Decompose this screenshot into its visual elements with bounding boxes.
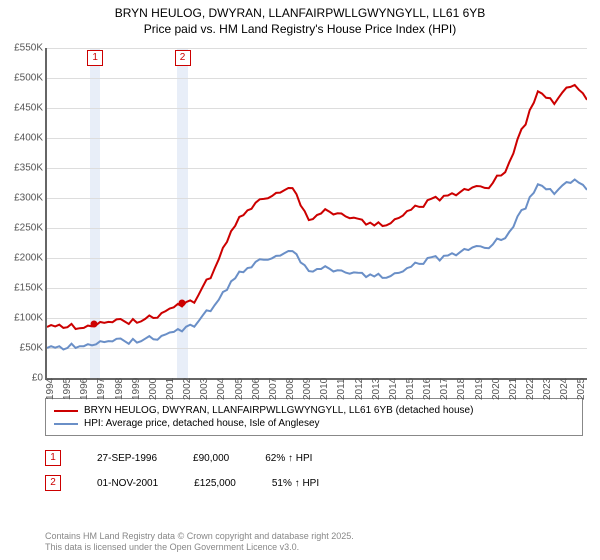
legend-row: HPI: Average price, detached house, Isle… bbox=[54, 418, 574, 429]
transaction-marker: 1 bbox=[45, 450, 61, 466]
x-axis-label: 2019 bbox=[474, 378, 485, 400]
x-axis-label: 2011 bbox=[336, 378, 347, 400]
x-axis-label: 2000 bbox=[148, 378, 159, 400]
legend-row: BRYN HEULOG, DWYRAN, LLANFAIRPWLLGWYNGYL… bbox=[54, 405, 574, 416]
title-line2: Price paid vs. HM Land Registry's House … bbox=[144, 22, 456, 36]
x-axis-label: 2021 bbox=[508, 378, 519, 400]
y-axis-label: £150K bbox=[14, 283, 43, 294]
legend-label: HPI: Average price, detached house, Isle… bbox=[84, 418, 320, 429]
x-axis-label: 1996 bbox=[79, 378, 90, 400]
chart-area: 12 bbox=[45, 48, 587, 380]
x-axis-label: 2013 bbox=[371, 378, 382, 400]
x-axis-label: 2009 bbox=[302, 378, 313, 400]
transaction-delta: 62% ↑ HPI bbox=[265, 453, 312, 464]
legend-swatch bbox=[54, 410, 78, 412]
transaction-row: 2 01-NOV-2001 £125,000 51% ↑ HPI bbox=[45, 475, 319, 491]
x-axis-label: 2018 bbox=[456, 378, 467, 400]
x-axis-label: 2001 bbox=[165, 378, 176, 400]
x-axis-label: 2008 bbox=[285, 378, 296, 400]
footer-line1: Contains HM Land Registry data © Crown c… bbox=[45, 531, 354, 541]
title-line1: BRYN HEULOG, DWYRAN, LLANFAIRPWLLGWYNGYL… bbox=[115, 6, 486, 20]
x-axis-label: 2002 bbox=[182, 378, 193, 400]
x-axis-label: 2024 bbox=[559, 378, 570, 400]
x-axis-label: 2025 bbox=[576, 378, 587, 400]
x-axis-label: 2010 bbox=[319, 378, 330, 400]
x-axis-label: 2005 bbox=[234, 378, 245, 400]
y-axis-label: £250K bbox=[14, 223, 43, 234]
transaction-delta: 51% ↑ HPI bbox=[272, 478, 319, 489]
x-axis-label: 2004 bbox=[216, 378, 227, 400]
chart-title: BRYN HEULOG, DWYRAN, LLANFAIRPWLLGWYNGYL… bbox=[0, 0, 600, 37]
x-axis-label: 2020 bbox=[491, 378, 502, 400]
y-axis-label: £550K bbox=[14, 43, 43, 54]
x-axis-label: 1999 bbox=[131, 378, 142, 400]
x-axis-label: 2023 bbox=[542, 378, 553, 400]
transaction-price: £90,000 bbox=[193, 453, 229, 464]
transaction-date: 27-SEP-1996 bbox=[97, 453, 157, 464]
x-axis-label: 2014 bbox=[388, 378, 399, 400]
y-axis-label: £400K bbox=[14, 133, 43, 144]
legend: BRYN HEULOG, DWYRAN, LLANFAIRPWLLGWYNGYL… bbox=[45, 398, 583, 436]
transaction-price: £125,000 bbox=[194, 478, 236, 489]
transaction-row: 1 27-SEP-1996 £90,000 62% ↑ HPI bbox=[45, 450, 312, 466]
y-axis-label: £50K bbox=[20, 343, 43, 354]
y-axis-label: £200K bbox=[14, 253, 43, 264]
x-axis-label: 1995 bbox=[62, 378, 73, 400]
x-axis-label: 2022 bbox=[525, 378, 536, 400]
legend-label: BRYN HEULOG, DWYRAN, LLANFAIRPWLLGWYNGYL… bbox=[84, 405, 473, 416]
x-axis-label: 2016 bbox=[422, 378, 433, 400]
chart-marker: 2 bbox=[175, 50, 191, 66]
price-dot bbox=[91, 321, 98, 328]
y-axis-label: £350K bbox=[14, 163, 43, 174]
legend-swatch bbox=[54, 423, 78, 425]
footer-line2: This data is licensed under the Open Gov… bbox=[45, 542, 299, 552]
transaction-marker: 2 bbox=[45, 475, 61, 491]
price-dot bbox=[178, 300, 185, 307]
y-axis-label: £450K bbox=[14, 103, 43, 114]
x-axis-label: 2015 bbox=[405, 378, 416, 400]
y-axis-label: £300K bbox=[14, 193, 43, 204]
x-axis-label: 1994 bbox=[45, 378, 56, 400]
y-axis-label: £100K bbox=[14, 313, 43, 324]
x-axis-label: 1997 bbox=[96, 378, 107, 400]
transaction-date: 01-NOV-2001 bbox=[97, 478, 158, 489]
x-axis-label: 2012 bbox=[354, 378, 365, 400]
x-axis-label: 2003 bbox=[199, 378, 210, 400]
y-axis-label: £500K bbox=[14, 73, 43, 84]
x-axis-label: 2006 bbox=[251, 378, 262, 400]
x-axis-label: 1998 bbox=[114, 378, 125, 400]
footer: Contains HM Land Registry data © Crown c… bbox=[45, 531, 354, 554]
x-axis-label: 2007 bbox=[268, 378, 279, 400]
y-axis-label: £0 bbox=[32, 373, 43, 384]
chart-marker: 1 bbox=[87, 50, 103, 66]
x-axis-label: 2017 bbox=[439, 378, 450, 400]
